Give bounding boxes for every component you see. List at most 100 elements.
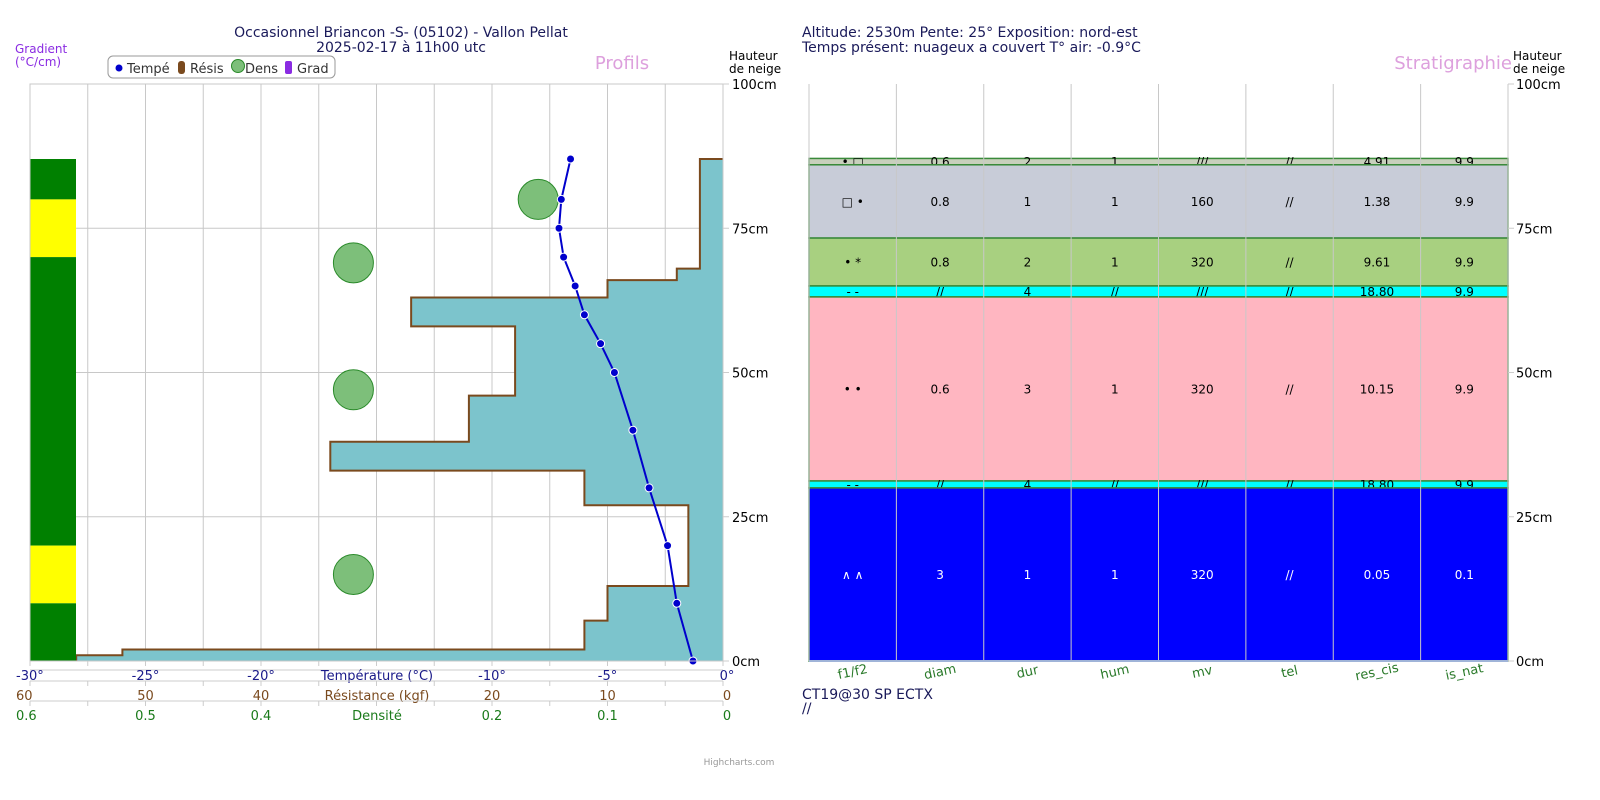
layer-cell-hum: // bbox=[1111, 478, 1120, 492]
legend-resistance-icon bbox=[178, 61, 185, 74]
layer-cell-f1-f2: • • bbox=[844, 382, 862, 396]
layer-cell-diam: // bbox=[936, 478, 945, 492]
temperature-point bbox=[672, 598, 682, 608]
legend-temperature-icon bbox=[115, 64, 123, 72]
y-tick-label: 25cm bbox=[732, 511, 768, 526]
x-tick-label: 20 bbox=[484, 689, 501, 704]
y-tick-label: 100cm bbox=[732, 78, 777, 93]
layer-cell-dur: 3 bbox=[1024, 382, 1032, 396]
y-tick-label: 50cm bbox=[732, 367, 768, 382]
temperature-point bbox=[628, 425, 638, 435]
height-axis-title: de neige bbox=[1513, 62, 1565, 76]
x-tick-label: -30° bbox=[16, 669, 44, 684]
height-axis-title: Hauteur bbox=[1513, 49, 1562, 63]
x-tick-label: 0° bbox=[720, 669, 735, 684]
y-tick-label: 0cm bbox=[732, 655, 760, 670]
column-header: res_cis bbox=[1354, 661, 1400, 685]
x-tick-label: -5° bbox=[598, 669, 617, 684]
weather-info-line: Temps présent: nuageux a couvert T° air:… bbox=[801, 40, 1141, 56]
layer-cell-mv: 320 bbox=[1191, 382, 1214, 396]
x-tick-label: 0.5 bbox=[135, 709, 156, 724]
x-axis-title: Résistance (kgf) bbox=[325, 689, 430, 704]
column-header: diam bbox=[923, 662, 958, 683]
x-tick-label: 40 bbox=[253, 689, 270, 704]
temperature-point bbox=[644, 483, 654, 493]
x-axis-title: Température (°C) bbox=[320, 669, 433, 684]
layer-cell-tel: // bbox=[1286, 256, 1295, 270]
layer-cell-res-cis: 0.05 bbox=[1364, 568, 1391, 582]
x-tick-label: 0.1 bbox=[597, 709, 618, 724]
y-tick-label: 75cm bbox=[1516, 222, 1552, 237]
column-header: dur bbox=[1015, 663, 1040, 682]
y-tick-label: 0cm bbox=[1516, 655, 1544, 670]
layer-cell-tel: // bbox=[1286, 195, 1295, 209]
layer-cell-hum: 1 bbox=[1111, 382, 1119, 396]
x-tick-label: 0.4 bbox=[251, 709, 272, 724]
layer-cell-diam: 0.6 bbox=[931, 382, 950, 396]
layer-cell-dur: 4 bbox=[1024, 285, 1032, 299]
density-point bbox=[332, 369, 374, 411]
layer-cell-tel: // bbox=[1286, 478, 1295, 492]
x-tick-label: 0 bbox=[723, 689, 731, 704]
layer-cell-f1-f2: - - bbox=[846, 285, 858, 299]
chart-subtitle: 2025-02-17 à 11h00 utc bbox=[316, 40, 486, 56]
legend-box bbox=[107, 55, 336, 79]
layer-cell-res-cis: 10.15 bbox=[1360, 382, 1394, 396]
temperature-point bbox=[556, 194, 566, 204]
layer-cell-res-cis: 1.38 bbox=[1364, 195, 1391, 209]
x-tick-label: -10° bbox=[478, 669, 506, 684]
legend-item-density: Dens bbox=[245, 62, 278, 77]
layer-cell-is-nat: 9.9 bbox=[1455, 382, 1474, 396]
layer-cell-hum: 1 bbox=[1111, 195, 1119, 209]
layer-cell-f1-f2: ∧ ∧ bbox=[842, 568, 863, 582]
resistance-line bbox=[75, 158, 723, 661]
height-axis-title: de neige bbox=[729, 62, 781, 76]
x-axis-title: Densité bbox=[352, 709, 402, 724]
layer-cell-is-nat: 9.9 bbox=[1455, 285, 1474, 299]
layer-cell-f1-f2: • * bbox=[844, 256, 861, 270]
layer-cell-diam: 3 bbox=[936, 568, 944, 582]
x-tick-label: 10 bbox=[599, 689, 616, 704]
density-point bbox=[332, 553, 374, 595]
y-tick-label: 50cm bbox=[1516, 367, 1552, 382]
layer-cell-diam: 0.8 bbox=[931, 195, 950, 209]
gradient-bar-segment bbox=[30, 603, 76, 661]
temperature-point bbox=[663, 541, 673, 551]
layer-cell-is-nat: 9.9 bbox=[1455, 195, 1474, 209]
layer-cell-dur: 2 bbox=[1024, 256, 1032, 270]
gradient-axis-title: Gradient bbox=[15, 42, 68, 56]
legend-gradient-icon bbox=[285, 61, 292, 74]
legend-item-gradient: Grad bbox=[297, 62, 329, 77]
layer-cell-hum: 1 bbox=[1111, 568, 1119, 582]
gradient-bar-segment bbox=[30, 545, 76, 604]
resistance-area bbox=[76, 159, 723, 661]
credits-link[interactable]: Highcharts.com bbox=[704, 758, 775, 768]
layer-cell-tel: // bbox=[1286, 155, 1295, 169]
layer-cell-dur: 1 bbox=[1024, 195, 1032, 209]
layer-cell-dur: 2 bbox=[1024, 155, 1032, 169]
x-tick-label: -25° bbox=[132, 669, 160, 684]
height-axis-title: Hauteur bbox=[729, 49, 778, 63]
legend: Tempé Résis Dens Grad bbox=[107, 55, 336, 79]
layer-cell-diam: // bbox=[936, 285, 945, 299]
density-point bbox=[332, 242, 374, 284]
column-header: tel bbox=[1280, 663, 1299, 681]
column-header: hum bbox=[1099, 662, 1131, 683]
x-tick-label: 50 bbox=[137, 689, 154, 704]
temperature-point bbox=[559, 252, 569, 262]
column-header: f1/f2 bbox=[837, 662, 870, 683]
layer-cell-dur: 1 bbox=[1024, 568, 1032, 582]
layer-cell-tel: // bbox=[1286, 382, 1295, 396]
layer-cell-res-cis: 18.80 bbox=[1360, 285, 1394, 299]
temperature-point bbox=[579, 310, 589, 320]
watermark-stratigraphie: Stratigraphie bbox=[1394, 53, 1512, 74]
y-tick-label: 75cm bbox=[732, 222, 768, 237]
gradient-axis-title: (°C/cm) bbox=[15, 55, 61, 69]
x-tick-label: -20° bbox=[247, 669, 275, 684]
legend-item-resistance: Résis bbox=[190, 62, 224, 77]
temperature-point bbox=[596, 339, 606, 349]
x-tick-label: 0.6 bbox=[16, 709, 37, 724]
layer-cell-mv: 320 bbox=[1191, 256, 1214, 270]
layer-cell-dur: 4 bbox=[1024, 478, 1032, 492]
